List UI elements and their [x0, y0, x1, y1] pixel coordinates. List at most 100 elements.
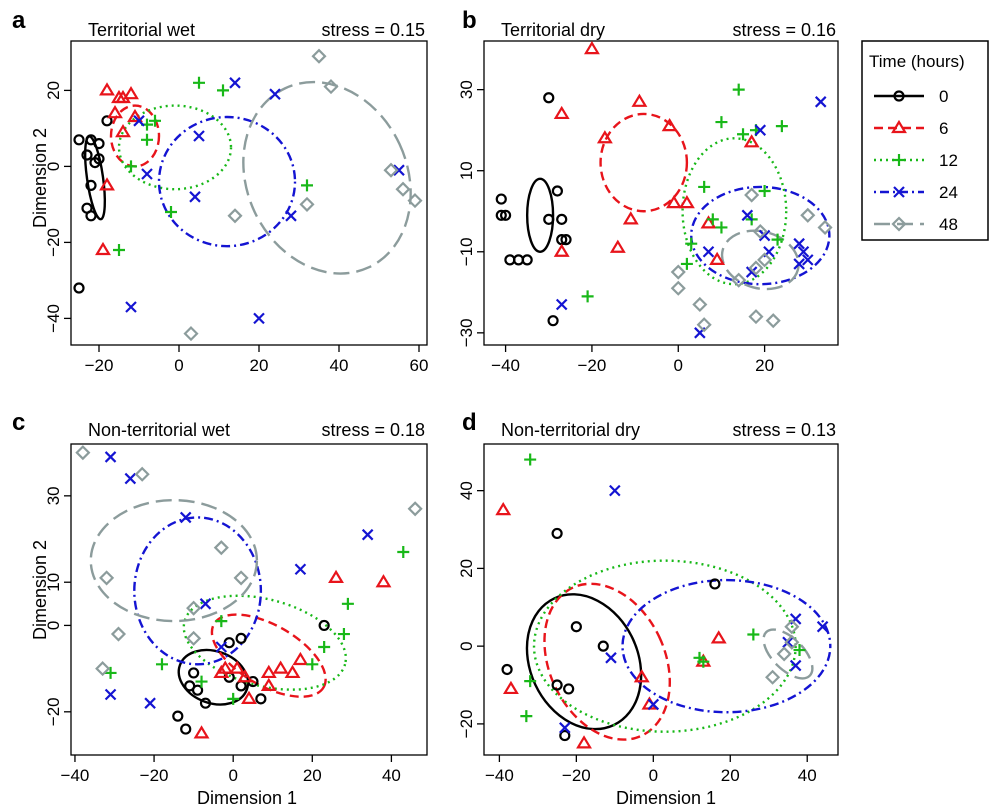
point-b-48h [748, 309, 764, 325]
x-tick-label-a: 40 [330, 356, 349, 375]
point-b-0h [547, 315, 559, 327]
point-c-6h [193, 725, 210, 739]
point-b-48h [752, 223, 768, 240]
point-d-0h [597, 640, 609, 652]
ellipse-b-0h [525, 177, 555, 253]
plot-frame-a [70, 40, 428, 346]
point-b-48h [817, 219, 833, 236]
point-d-48h [784, 619, 800, 635]
point-c-0h [235, 632, 247, 644]
x-tick-label-c: 40 [382, 766, 401, 785]
point-c-24h [361, 528, 374, 541]
ellipse-d-12h [532, 559, 797, 733]
panel-d: d Non-territorial dry stress = 0.13 Dime… [457, 409, 839, 808]
plot-b: −40 −20 0 20 −30 −10 10 30 [457, 40, 839, 375]
point-a-12h [217, 84, 229, 97]
point-d-48h [784, 634, 800, 650]
point-d-24h [605, 652, 617, 664]
point-a-24h [141, 168, 153, 180]
point-b-12h [715, 221, 728, 234]
point-b-24h [758, 229, 771, 242]
y-tick-label-c: −20 [44, 697, 63, 726]
point-c-0h [180, 723, 192, 735]
point-b-24h [797, 245, 810, 258]
ellipse-b-6h [599, 112, 689, 213]
point-a-0h [85, 210, 97, 222]
point-b-24h [793, 258, 805, 270]
point-b-12h [737, 128, 750, 141]
x-tick-label-d: −20 [562, 766, 591, 785]
point-d-24h [789, 659, 802, 672]
point-a-12h [149, 114, 161, 127]
point-c-0h [188, 667, 200, 679]
point-d-0h [551, 679, 563, 691]
point-b-48h [692, 296, 708, 313]
panel-label-a: a [12, 7, 26, 34]
point-a-24h [393, 164, 405, 176]
point-c-0h [235, 680, 247, 692]
point-d-0h [570, 621, 582, 633]
point-a-48h [383, 162, 399, 178]
point-c-48h [186, 600, 202, 616]
point-a-0h [73, 282, 85, 294]
x-tick-label-d: 40 [798, 766, 817, 785]
point-c-6h [237, 669, 253, 683]
point-a-6h [115, 124, 131, 138]
legend-box [861, 40, 989, 241]
point-c-48h [110, 626, 127, 642]
y-tick-label-d: 0 [457, 641, 476, 650]
x-axis-label-d: Dimension 1 [616, 788, 716, 808]
point-b-24h [754, 124, 767, 136]
x-tick-label-c: −40 [61, 766, 90, 785]
point-b-12h [771, 233, 784, 246]
point-a-24h [253, 312, 265, 325]
panel-title-b: Territorial dry [501, 20, 605, 40]
point-c-6h [284, 664, 301, 679]
point-a-12h [193, 76, 205, 89]
ellipse-b-24h [690, 185, 831, 286]
legend-marker-6h [891, 119, 907, 134]
panel-label-d: d [462, 409, 477, 436]
point-c-6h [241, 690, 257, 704]
point-a-48h [311, 48, 327, 64]
legend-marker-0h [893, 90, 905, 102]
x-tick-label-a: −20 [85, 356, 114, 375]
point-a-0h [85, 179, 97, 191]
x-tick-label-b: 0 [674, 356, 683, 375]
point-d-6h [710, 630, 727, 644]
point-b-48h [670, 264, 686, 280]
point-b-0h [551, 185, 563, 197]
point-b-12h [758, 184, 771, 197]
ellipse-d-0h [525, 593, 643, 731]
ellipse-a-12h [117, 104, 233, 191]
x-tick-label-c: −20 [140, 766, 169, 785]
point-b-0h [495, 193, 507, 205]
legend-label-48h: 48 [939, 215, 958, 234]
point-d-12h [520, 710, 533, 723]
point-b-24h [702, 245, 715, 258]
point-d-24h [816, 620, 829, 633]
ellipse-d-24h [621, 578, 832, 714]
point-d-48h [776, 646, 792, 662]
legend-entries: 0 6 12 24 48 [874, 87, 958, 234]
point-b-48h [696, 317, 712, 333]
point-d-48h [765, 669, 781, 685]
point-b-6h [596, 130, 613, 144]
point-b-6h [678, 194, 695, 209]
panel-stress-d: stress = 0.13 [732, 420, 836, 440]
point-c-48h [134, 466, 150, 482]
panel-b: b Territorial dry stress = 0.16 −40 −20 0 2… [457, 7, 839, 375]
x-tick-label-b: 20 [755, 356, 774, 375]
point-a-12h [141, 133, 153, 146]
point-a-48h [323, 79, 339, 95]
point-a-48h [395, 181, 411, 197]
legend-label-24h: 24 [939, 183, 958, 202]
y-tick-label-d: 40 [457, 481, 476, 500]
point-c-48h [75, 445, 91, 461]
point-d-12h [524, 675, 537, 688]
point-c-6h [260, 664, 277, 679]
point-a-6h [123, 86, 139, 100]
legend: Time (hours) 0 6 12 24 48 [861, 40, 989, 241]
point-b-0h [495, 209, 507, 221]
point-a-24h [229, 77, 241, 89]
